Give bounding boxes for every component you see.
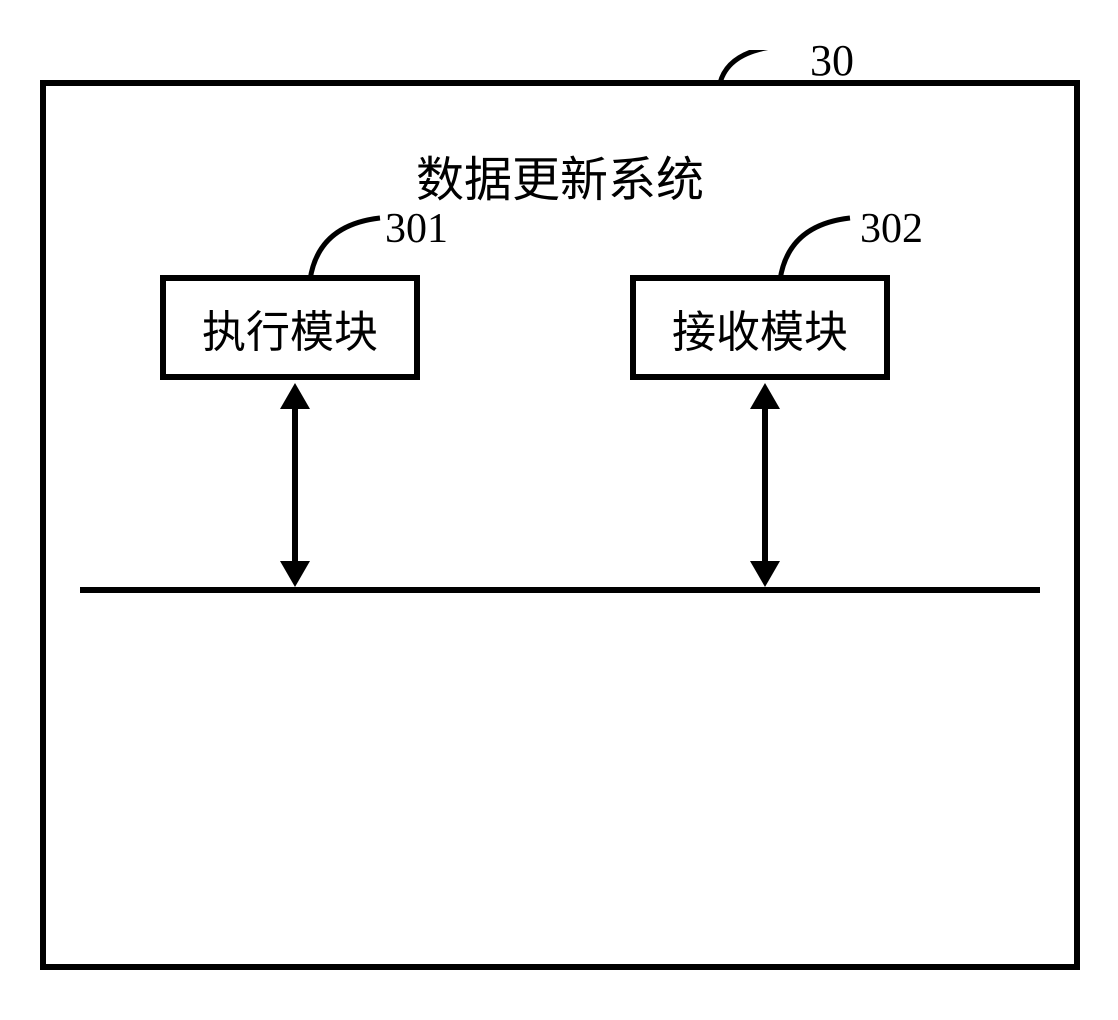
reference-label-module1: 301 <box>385 205 448 253</box>
module-execution-label: 执行模块 <box>202 296 378 360</box>
diagram-canvas: 数据更新系统 执行模块 接收模块 30 301 302 <box>40 50 1080 970</box>
module-execution: 执行模块 <box>160 275 420 380</box>
module-receive: 接收模块 <box>630 275 890 380</box>
reference-label-module2: 302 <box>860 205 923 253</box>
system-outer-box <box>40 80 1080 970</box>
system-title: 数据更新系统 <box>360 140 760 210</box>
reference-label-system: 30 <box>810 35 854 86</box>
module-receive-label: 接收模块 <box>672 296 848 360</box>
